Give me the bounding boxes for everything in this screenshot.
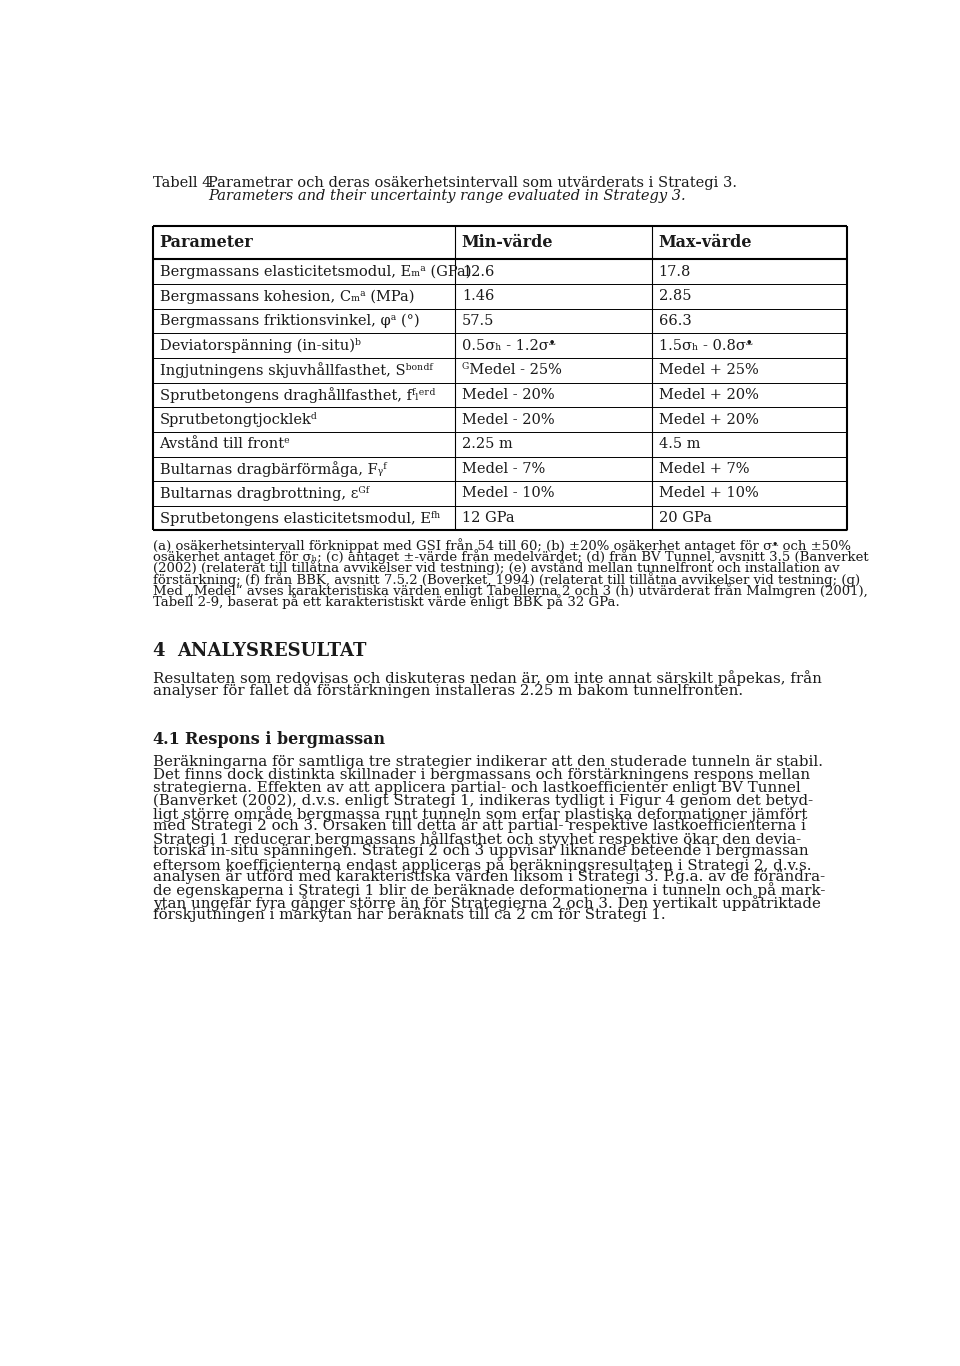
Text: Bergmassans elasticitetsmodul, Eₘᵃ (GPa): Bergmassans elasticitetsmodul, Eₘᵃ (GPa): [159, 265, 471, 279]
Text: 1.46: 1.46: [462, 290, 494, 303]
Text: med Strategi 2 och 3. Orsaken till detta är att partial- respektive lastkoeffici: med Strategi 2 och 3. Orsaken till detta…: [153, 818, 805, 833]
Text: 1.5σₕ - 0.8σᵜ: 1.5σₕ - 0.8σᵜ: [659, 339, 753, 352]
Text: Medel + 10%: Medel + 10%: [659, 486, 758, 500]
Text: osäkerhet antaget för σₕ; (c) antaget ±-värde från medelvärdet; (d) från BV Tunn: osäkerhet antaget för σₕ; (c) antaget ±-…: [153, 549, 868, 564]
Text: 2.85: 2.85: [659, 290, 691, 303]
Text: Resultaten som redovisas och diskuteras nedan är, om inte annat särskilt påpekas: Resultaten som redovisas och diskuteras …: [153, 669, 822, 686]
Text: (Banverket (2002), d.v.s. enligt Strategi 1, indikeras tydligt i Figur 4 genom d: (Banverket (2002), d.v.s. enligt Strateg…: [153, 794, 813, 807]
Text: analyser för fallet då förstärkningen installeras 2.25 m bakom tunnelfronten.: analyser för fallet då förstärkningen in…: [153, 683, 743, 698]
Text: 66.3: 66.3: [659, 314, 691, 328]
Text: 0.5σₕ - 1.2σᵜ: 0.5σₕ - 1.2σᵜ: [462, 339, 555, 352]
Text: Medel + 25%: Medel + 25%: [659, 363, 758, 377]
Text: toriska in-situ spänningen. Strategi 2 och 3 uppvisar liknande beteende i bergma: toriska in-situ spänningen. Strategi 2 o…: [153, 844, 808, 858]
Text: Avstånd till frontᵉ: Avstånd till frontᵉ: [159, 437, 290, 451]
Text: Sprutbetongens draghållfasthet, fᶠₗᵉʳᵈ: Sprutbetongens draghållfasthet, fᶠₗᵉʳᵈ: [159, 387, 435, 403]
Text: Medel - 7%: Medel - 7%: [462, 462, 545, 475]
Text: ᴳMedel - 25%: ᴳMedel - 25%: [462, 363, 562, 377]
Text: Medel + 20%: Medel + 20%: [659, 388, 758, 402]
Text: eftersom koefficienterna endast appliceras på beräkningsresultaten i Strategi 2,: eftersom koefficienterna endast applicer…: [153, 856, 811, 873]
Text: Medel - 10%: Medel - 10%: [462, 486, 554, 500]
Text: ANALYSRESULTAT: ANALYSRESULTAT: [178, 642, 367, 660]
Text: Bultarnas dragbärförmåga, Fᵧᶠ: Bultarnas dragbärförmåga, Fᵧᶠ: [159, 460, 386, 477]
Text: 12.6: 12.6: [462, 265, 494, 279]
Text: 57.5: 57.5: [462, 314, 494, 328]
Text: Bultarnas dragbrottning, εᴳᶠ: Bultarnas dragbrottning, εᴳᶠ: [159, 486, 369, 501]
Text: de egenskaperna i Strategi 1 blir de beräknade deformationerna i tunneln och på : de egenskaperna i Strategi 1 blir de ber…: [153, 882, 825, 899]
Text: Medel - 20%: Medel - 20%: [462, 413, 555, 426]
Text: Parameter: Parameter: [159, 234, 253, 251]
Text: Beräkningarna för samtliga tre strategier indikerar att den studerade tunneln är: Beräkningarna för samtliga tre strategie…: [153, 755, 823, 769]
Text: strategierna. Effekten av att applicera partial- och lastkoefficienter enligt BV: strategierna. Effekten av att applicera …: [153, 781, 801, 795]
Text: Deviatorspänning (in-situ)ᵇ: Deviatorspänning (in-situ)ᵇ: [159, 339, 360, 354]
Text: (2002) (relaterat till tillåtna avvikelser vid testning); (e) avstånd mellan tun: (2002) (relaterat till tillåtna avvikels…: [153, 560, 839, 575]
Text: Parameters and their uncertainty range evaluated in Strategy 3.: Parameters and their uncertainty range e…: [208, 190, 686, 204]
Text: Medel - 20%: Medel - 20%: [462, 388, 555, 402]
Text: analysen är utförd med karakteristiska värden liksom i Strategi 3. P.g.a. av de : analysen är utförd med karakteristiska v…: [153, 870, 825, 884]
Text: Tabell 4.: Tabell 4.: [153, 176, 216, 190]
Text: ytan ungefär fyra gånger större än för Strategierna 2 och 3. Den vertikalt uppåt: ytan ungefär fyra gånger större än för S…: [153, 895, 821, 911]
Text: Det finns dock distinkta skillnader i bergmassans och förstärkningens respons me: Det finns dock distinkta skillnader i be…: [153, 768, 809, 781]
Text: förskjutningen i markytan har beräknats till ca 2 cm för Strategi 1.: förskjutningen i markytan har beräknats …: [153, 908, 665, 922]
Text: Medel + 7%: Medel + 7%: [659, 462, 749, 475]
Text: Max-värde: Max-värde: [659, 234, 752, 251]
Text: Med „Medel“ avses karakteristiska värden enligt Tabellerna 2 och 3 (h) utvärdera: Med „Medel“ avses karakteristiska värden…: [153, 583, 867, 598]
Text: Sprutbetongens elasticitetsmodul, Eᶠʰ: Sprutbetongens elasticitetsmodul, Eᶠʰ: [159, 511, 440, 526]
Text: 2.25 m: 2.25 m: [462, 437, 513, 451]
Text: Ingjutningens skjuvhållfasthet, Sᵇᵒⁿᵈᶠ: Ingjutningens skjuvhållfasthet, Sᵇᵒⁿᵈᶠ: [159, 362, 432, 378]
Text: 4.1: 4.1: [153, 731, 180, 747]
Text: Parametrar och deras osäkerhetsintervall som utvärderats i Strategi 3.: Parametrar och deras osäkerhetsintervall…: [208, 176, 737, 190]
Text: 4.5 m: 4.5 m: [659, 437, 700, 451]
Text: Strategi 1 reducerar bergmassans hållfasthet och styvhet respektive ökar den dev: Strategi 1 reducerar bergmassans hållfas…: [153, 832, 801, 847]
Text: Bergmassans kohesion, Cₘᵃ (MPa): Bergmassans kohesion, Cₘᵃ (MPa): [159, 290, 414, 303]
Text: Medel + 20%: Medel + 20%: [659, 413, 758, 426]
Text: Tabell 2-9, baserat på ett karakteristiskt värde enligt BBK på 32 GPa.: Tabell 2-9, baserat på ett karakteristis…: [153, 594, 619, 609]
Text: Bergmassans friktionsvinkel, φᵃ (°): Bergmassans friktionsvinkel, φᵃ (°): [159, 314, 420, 328]
Text: ligt större område bergmassa runt tunneln som erfar plastiska deformationer jämf: ligt större område bergmassa runt tunnel…: [153, 806, 807, 822]
Text: Min-värde: Min-värde: [462, 234, 553, 251]
Text: 12 GPa: 12 GPa: [462, 511, 515, 525]
Text: 17.8: 17.8: [659, 265, 691, 279]
Text: Sprutbetongtjocklekᵈ: Sprutbetongtjocklekᵈ: [159, 413, 317, 428]
Text: (a) osäkerhetsintervall förknippat med GSI från 54 till 60; (b) ±20% osäkerhet a: (a) osäkerhetsintervall förknippat med G…: [153, 538, 851, 553]
Text: 4: 4: [153, 642, 165, 660]
Text: 20 GPa: 20 GPa: [659, 511, 711, 525]
Text: förstärkning; (f) från BBK, avsnitt 7.5.2 (Boverket, 1994) (relaterat till tillå: förstärkning; (f) från BBK, avsnitt 7.5.…: [153, 571, 859, 586]
Text: Respons i bergmassan: Respons i bergmassan: [185, 731, 385, 747]
